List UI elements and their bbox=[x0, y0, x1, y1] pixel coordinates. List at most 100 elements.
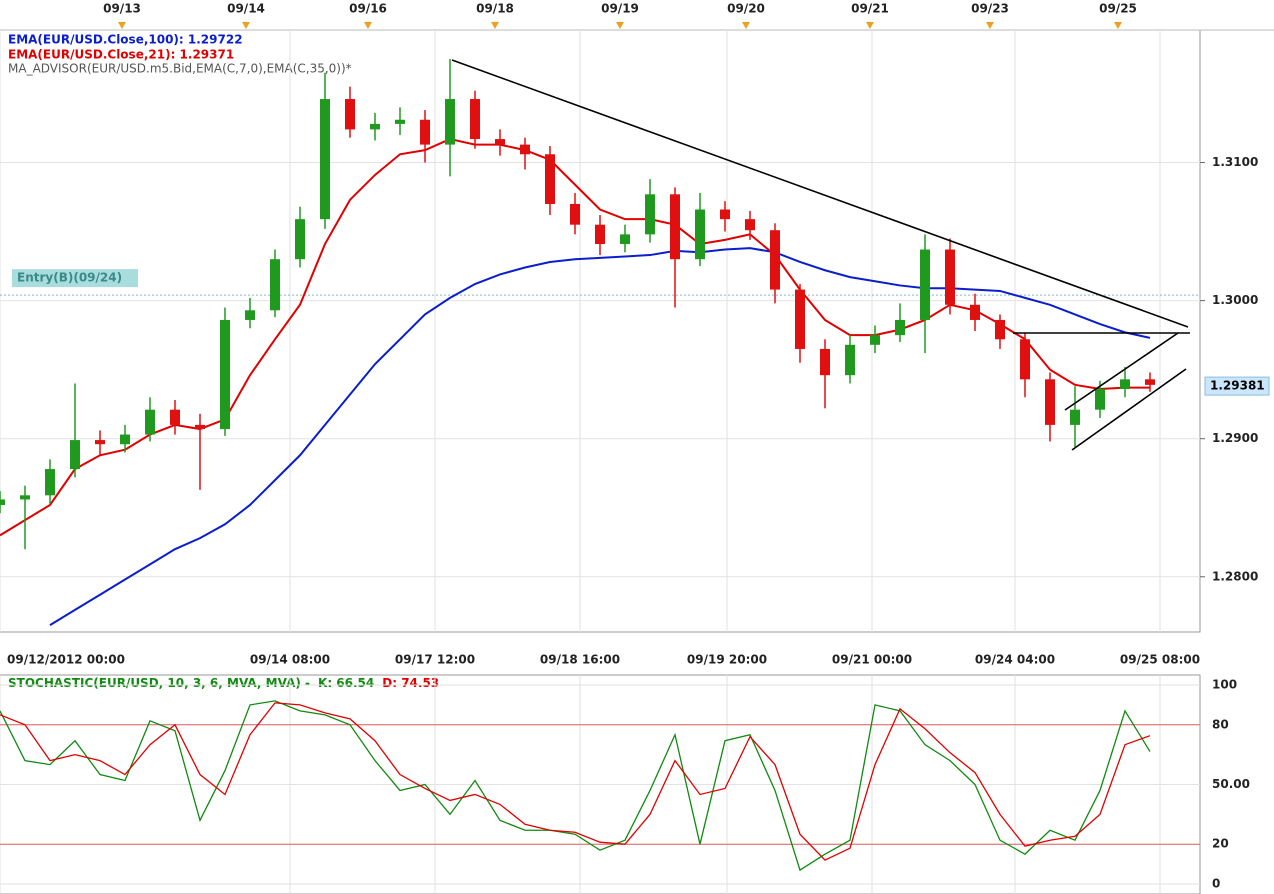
candle-body bbox=[20, 495, 30, 500]
trendline bbox=[1071, 368, 1187, 451]
entry-label: Entry(B)(09/24) bbox=[17, 271, 122, 285]
date-marker bbox=[866, 22, 874, 29]
stochastic-legend: STOCHASTIC(EUR/USD, 10, 3, 6, MVA, MVA) … bbox=[8, 676, 439, 690]
top-date-label: 09/13 bbox=[103, 2, 141, 16]
y-tick-label: 0 bbox=[1212, 877, 1220, 891]
candle-body bbox=[545, 154, 555, 204]
date-marker bbox=[742, 22, 750, 29]
candle-body bbox=[395, 119, 405, 124]
candle-body bbox=[245, 310, 255, 320]
candle-body bbox=[520, 144, 530, 155]
candle-body bbox=[345, 99, 355, 130]
date-marker bbox=[616, 22, 624, 29]
stochastic-title: STOCHASTIC(EUR/USD, 10, 3, 6, MVA, MVA) … bbox=[8, 676, 310, 690]
candle-body bbox=[295, 219, 305, 260]
top-date-label: 09/18 bbox=[476, 2, 514, 16]
legend-d: D: 74.53 bbox=[382, 676, 439, 690]
candle-body bbox=[370, 123, 380, 130]
x-tick-label: 09/21 00:00 bbox=[832, 653, 912, 667]
ema-line bbox=[0, 138, 1150, 537]
ema-line bbox=[49, 247, 1151, 626]
legend-advisor: MA_ADVISOR(EUR/USD.m5.Bid,EMA(C,7,0),EMA… bbox=[8, 62, 352, 76]
candle-body bbox=[1095, 388, 1105, 410]
x-tick-label: 09/25 08:00 bbox=[1120, 653, 1200, 667]
candle-body bbox=[795, 289, 805, 349]
y-tick-label: 100 bbox=[1212, 678, 1237, 692]
candle-body bbox=[1145, 379, 1155, 385]
candle-body bbox=[995, 319, 1005, 340]
y-tick-label: 1.2800 bbox=[1212, 569, 1258, 583]
candle-body bbox=[320, 99, 330, 220]
legend-ema100: EMA(EUR/USD.Close,100): 1.29722 bbox=[8, 33, 243, 47]
trendlines bbox=[451, 59, 1190, 451]
x-tick-label: 09/14 08:00 bbox=[250, 653, 330, 667]
candle-body bbox=[270, 259, 280, 311]
last-price-label: 1.29381 bbox=[1210, 379, 1265, 393]
candle-body bbox=[420, 119, 430, 145]
candle-body bbox=[820, 348, 830, 376]
candle-body bbox=[920, 249, 930, 320]
candle-body bbox=[120, 434, 130, 445]
top-date-label: 09/20 bbox=[727, 2, 765, 16]
top-date-label: 09/19 bbox=[601, 2, 639, 16]
legend-ema21: EMA(EUR/USD.Close,21): 1.29371 bbox=[8, 48, 234, 62]
candle-body bbox=[1020, 339, 1030, 380]
top-date-label: 09/23 bbox=[971, 2, 1009, 16]
candle-body bbox=[95, 440, 105, 445]
trendline bbox=[1064, 332, 1179, 411]
candle-body bbox=[70, 440, 80, 470]
date-marker bbox=[491, 22, 499, 29]
y-tick-label: 1.2900 bbox=[1212, 431, 1258, 445]
candle-body bbox=[770, 230, 780, 290]
candle-body bbox=[145, 409, 155, 435]
x-tick-label: 09/17 12:00 bbox=[395, 653, 475, 667]
candle-body bbox=[845, 344, 855, 376]
candle-body bbox=[970, 304, 980, 320]
entry-label-box bbox=[12, 269, 138, 288]
candle-body bbox=[620, 234, 630, 245]
x-tick-label: 09/18 16:00 bbox=[540, 653, 620, 667]
candle-body bbox=[945, 249, 955, 305]
top-date-label: 09/16 bbox=[349, 2, 387, 16]
x-tick-label: 09/19 20:00 bbox=[687, 653, 767, 667]
top-date-label: 09/25 bbox=[1099, 2, 1137, 16]
stochastic-line bbox=[0, 702, 1151, 861]
top-date-label: 09/14 bbox=[227, 2, 265, 16]
y-tick-label: 80 bbox=[1212, 717, 1229, 731]
candle-body bbox=[1070, 409, 1080, 425]
candle-body bbox=[220, 319, 230, 430]
candle-body bbox=[1120, 379, 1130, 389]
candle-body bbox=[470, 99, 480, 140]
candle-body bbox=[720, 209, 730, 220]
y-tick-label: 1.3100 bbox=[1212, 155, 1258, 169]
date-marker bbox=[1114, 22, 1122, 29]
candle-body bbox=[595, 224, 605, 245]
candle-body bbox=[0, 499, 5, 505]
candle-body bbox=[570, 203, 580, 225]
candle-body bbox=[870, 335, 880, 345]
candle-body bbox=[495, 139, 505, 145]
top-date-label: 09/21 bbox=[851, 2, 889, 16]
candle-body bbox=[645, 194, 655, 235]
stochastic-line bbox=[0, 700, 1151, 872]
date-marker bbox=[242, 22, 250, 29]
candle-body bbox=[895, 319, 905, 336]
legend-k: K: 66.54 bbox=[318, 676, 374, 690]
candle-body bbox=[695, 209, 705, 260]
date-marker bbox=[364, 22, 372, 29]
y-tick-label: 50.00 bbox=[1212, 777, 1250, 791]
date-marker bbox=[118, 22, 126, 29]
x-tick-label: 09/24 04:00 bbox=[975, 653, 1055, 667]
candle-body bbox=[745, 219, 755, 231]
y-tick-label: 1.3000 bbox=[1212, 293, 1258, 307]
candle-body bbox=[445, 99, 455, 145]
candle-body bbox=[195, 424, 205, 430]
trendline bbox=[451, 59, 1189, 328]
candle-body bbox=[670, 194, 680, 260]
candle-body bbox=[1045, 379, 1055, 425]
y-tick-label: 20 bbox=[1212, 837, 1229, 851]
candle-body bbox=[45, 469, 55, 496]
candle-body bbox=[170, 409, 180, 425]
price-panel bbox=[0, 29, 1201, 633]
